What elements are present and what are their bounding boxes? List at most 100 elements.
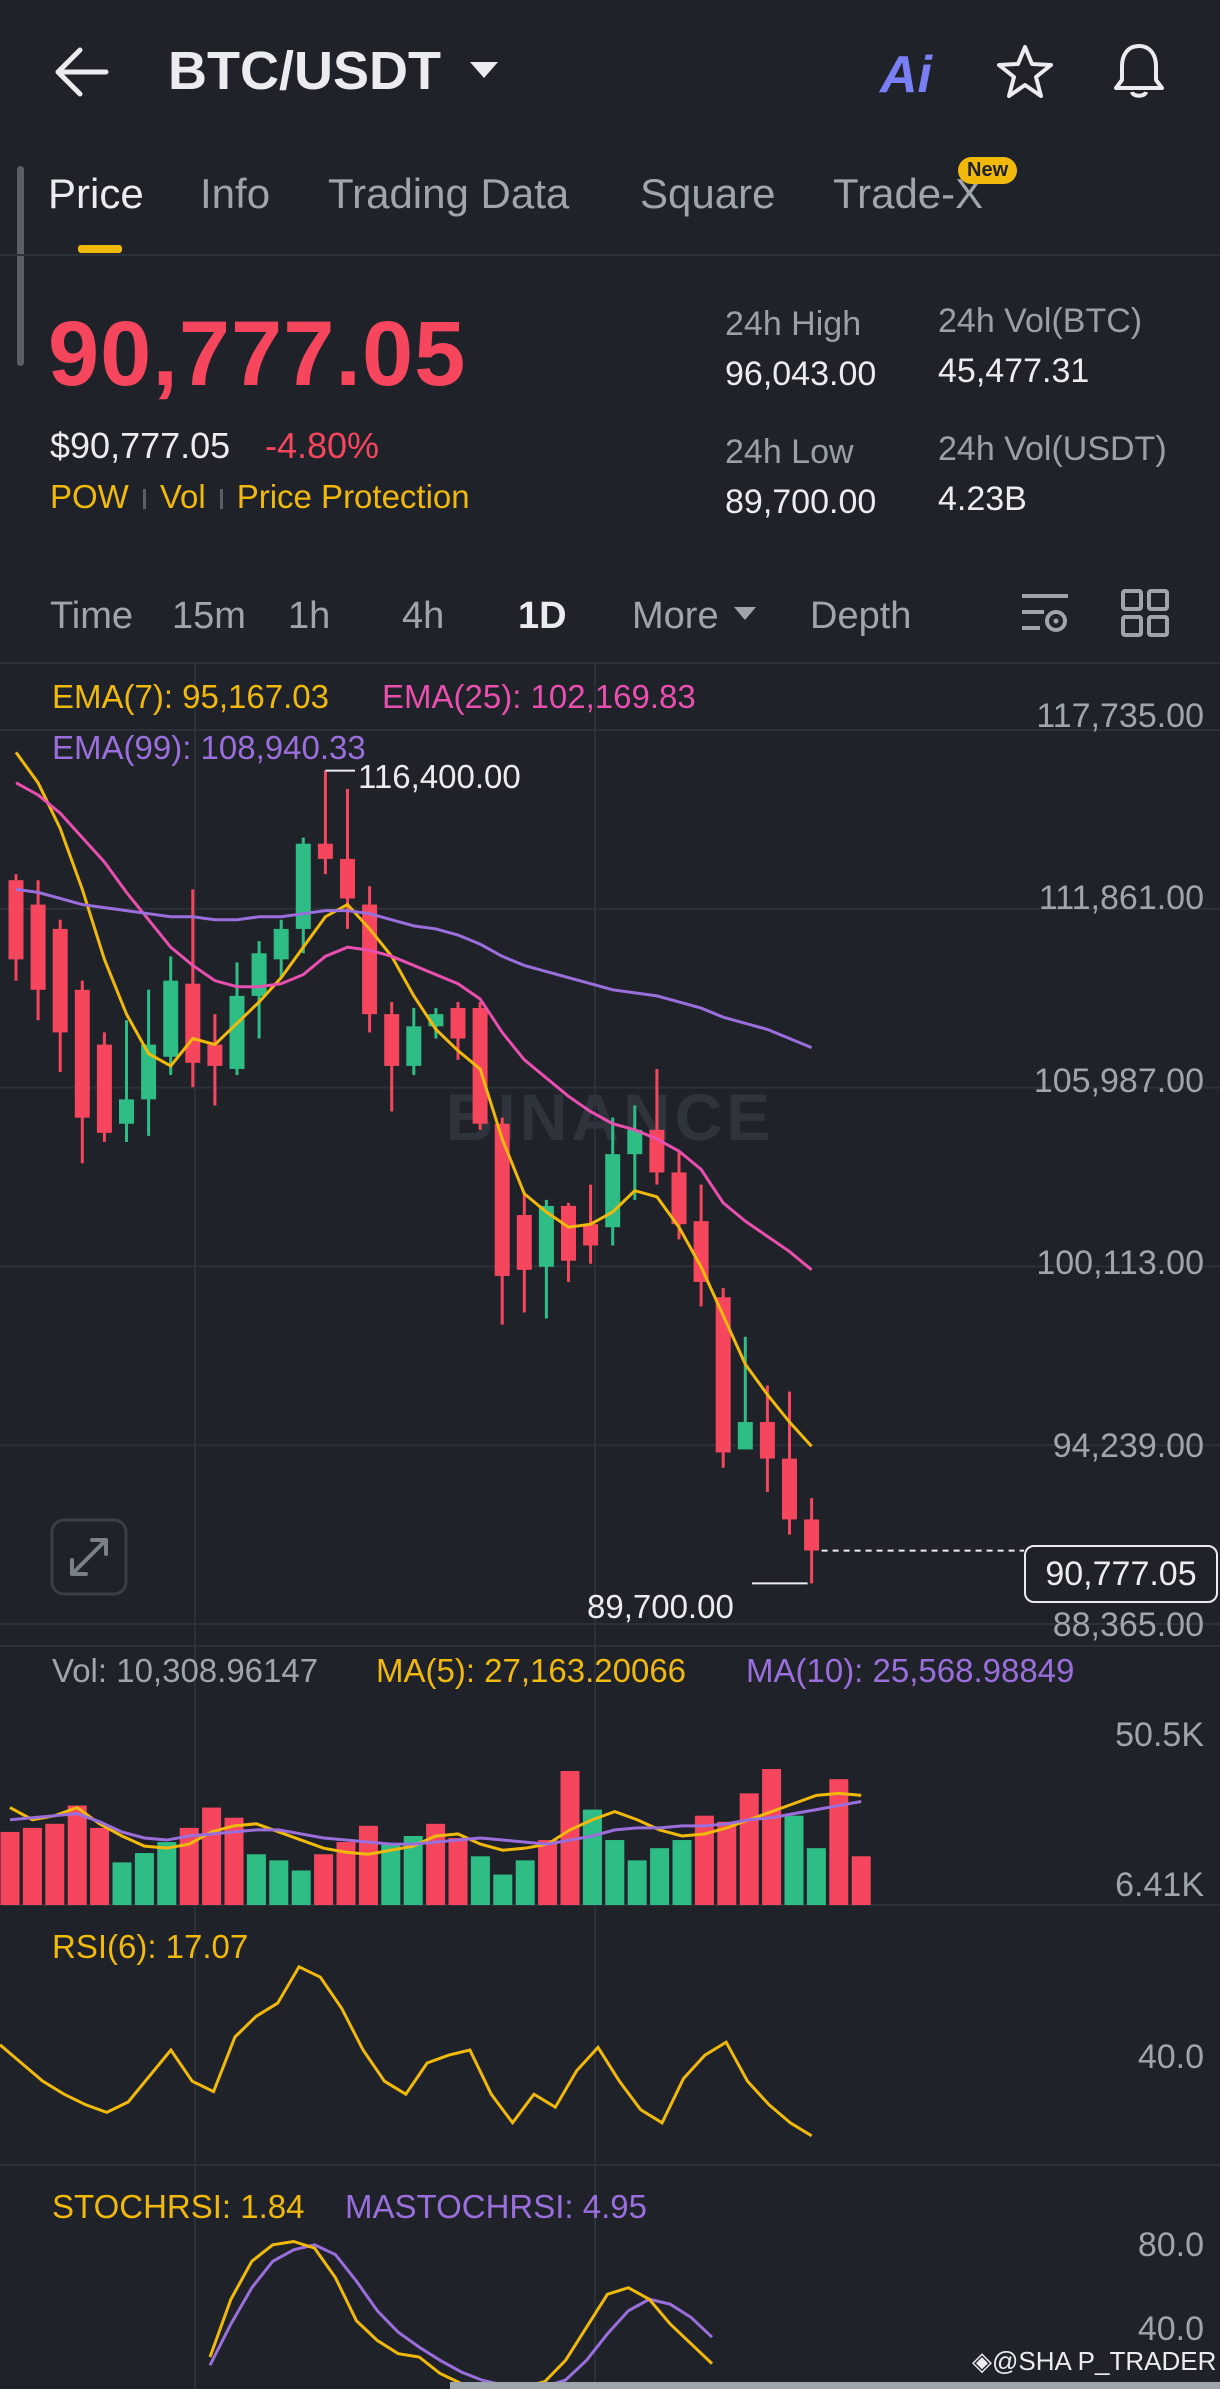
volume-bar	[627, 1860, 647, 1905]
new-badge: New	[958, 157, 1018, 184]
volume-bar	[605, 1840, 625, 1905]
tag-vol[interactable]: Vol	[159, 478, 206, 515]
candle-body	[317, 843, 333, 859]
pair-title[interactable]: BTC/USDT	[168, 41, 441, 101]
candle-body	[494, 1123, 510, 1276]
candle-body	[472, 1008, 488, 1124]
y-tick: 117,735.00	[1036, 697, 1204, 735]
volume-tick: 6.41K	[1115, 1866, 1204, 1904]
ema-lines	[14, 751, 813, 1448]
candle-body	[782, 1458, 797, 1520]
divider	[0, 662, 1220, 664]
candle-body	[340, 858, 355, 899]
tag-row: POW Vol Price Protection	[50, 478, 470, 516]
candle-body	[583, 1224, 599, 1246]
volume-bar	[67, 1805, 87, 1905]
volume-bar	[829, 1779, 849, 1905]
current-price-label[interactable]: 90,777.05	[1024, 1545, 1218, 1603]
timeframe-depth[interactable]: Depth	[810, 595, 912, 637]
volume-bars	[0, 1769, 871, 1905]
volume-bar	[560, 1771, 580, 1905]
stochrsi-legend: STOCHRSI: 1.84	[52, 2188, 305, 2225]
vol-usdt-value: 4.23B	[938, 480, 1027, 518]
volume-bar	[538, 1840, 558, 1905]
volume-bar	[358, 1825, 378, 1905]
volume-tick: 50.5K	[1115, 1716, 1204, 1754]
low-value: 89,700.00	[725, 483, 877, 521]
volume-bar	[851, 1856, 871, 1905]
timeframe-4h[interactable]: 4h	[402, 595, 445, 637]
bell-icon[interactable]	[1108, 40, 1170, 102]
ema7-legend: EMA(7): 95,167.03	[52, 678, 329, 715]
divider	[0, 254, 1220, 256]
tab-info[interactable]: Info	[200, 170, 271, 217]
timeframe-1h[interactable]: 1h	[288, 595, 331, 637]
timeframe-15m[interactable]: 15m	[172, 595, 246, 637]
volume-bar	[314, 1854, 334, 1905]
scrollbar	[450, 2382, 1220, 2389]
candle-body	[185, 983, 201, 1063]
ema7-line	[14, 751, 813, 1448]
timeframe-time[interactable]: Time	[50, 595, 134, 637]
tag-pow[interactable]: POW	[50, 478, 129, 515]
volume-bar	[90, 1827, 110, 1905]
candle-body	[273, 928, 289, 960]
high-marker-label: 116,400.00	[358, 758, 521, 795]
candle-body	[406, 1026, 422, 1066]
tab-trade-x[interactable]: Trade-X	[833, 170, 984, 217]
more-caret-icon[interactable]	[734, 607, 756, 620]
candle-body	[96, 1044, 112, 1133]
ai-icon[interactable]: Ai	[880, 46, 932, 104]
timeframe-1d[interactable]: 1D	[518, 595, 567, 637]
indicator-settings-icon[interactable]	[1018, 588, 1072, 640]
volume-bar	[0, 1831, 20, 1905]
candle-body	[30, 904, 46, 990]
footer-watermark-text: @SHA P_TRADER	[992, 2346, 1217, 2376]
candle-body	[74, 989, 90, 1118]
mastochrsi-line	[208, 2243, 714, 2389]
volume-bar	[470, 1856, 490, 1905]
tag-divider	[219, 489, 223, 510]
star-icon[interactable]	[995, 42, 1055, 102]
volume-bar	[806, 1848, 826, 1905]
ma5-legend: MA(5): 27,163.20066	[376, 1652, 687, 1689]
ema99-line	[15, 887, 813, 1050]
scroll-indicator	[17, 166, 24, 366]
active-tab-indicator	[78, 245, 122, 253]
volume-bar	[224, 1817, 244, 1905]
mastochrsi-legend: MASTOCHRSI: 4.95	[345, 2188, 647, 2225]
candle-body	[384, 1014, 400, 1066]
volume-bar	[22, 1827, 42, 1905]
low-marker-label: 89,700.00	[587, 1588, 734, 1625]
volume-bar	[762, 1769, 782, 1905]
candle-body	[627, 1129, 643, 1155]
candle-body	[163, 980, 179, 1057]
kline-chart[interactable]: BINANCE	[0, 664, 1220, 2389]
candle-body	[804, 1519, 820, 1551]
tab-square[interactable]: Square	[640, 170, 776, 217]
vol-btc-value: 45,477.31	[938, 352, 1090, 390]
candle-body	[561, 1205, 576, 1261]
volume-bar	[269, 1860, 289, 1905]
back-arrow-icon[interactable]	[50, 42, 110, 102]
y-tick: 105,987.00	[1033, 1062, 1204, 1100]
candle-body	[759, 1422, 775, 1459]
rsi-tick: 40.0	[1137, 2038, 1204, 2076]
volume-bar	[157, 1842, 177, 1905]
ema25-legend: EMA(25): 102,169.83	[382, 678, 696, 715]
caret-down-icon[interactable]	[470, 62, 498, 78]
timeframe-more[interactable]: More	[632, 595, 719, 637]
volume-bar	[784, 1815, 804, 1905]
tab-price[interactable]: Price	[48, 170, 144, 217]
tab-trading-data[interactable]: Trading Data	[328, 170, 570, 217]
y-tick: 111,861.00	[1038, 879, 1204, 917]
tag-price-protection[interactable]: Price Protection	[236, 478, 470, 515]
y-tick: 100,113.00	[1036, 1244, 1204, 1282]
fullscreen-icon[interactable]	[50, 1518, 128, 1596]
layout-grid-icon[interactable]	[1120, 588, 1170, 638]
tag-divider	[142, 489, 146, 510]
low-label: 24h Low	[725, 433, 854, 471]
volume-bar	[694, 1815, 714, 1905]
volume-bar	[381, 1844, 401, 1905]
ema25-line	[15, 781, 813, 1271]
